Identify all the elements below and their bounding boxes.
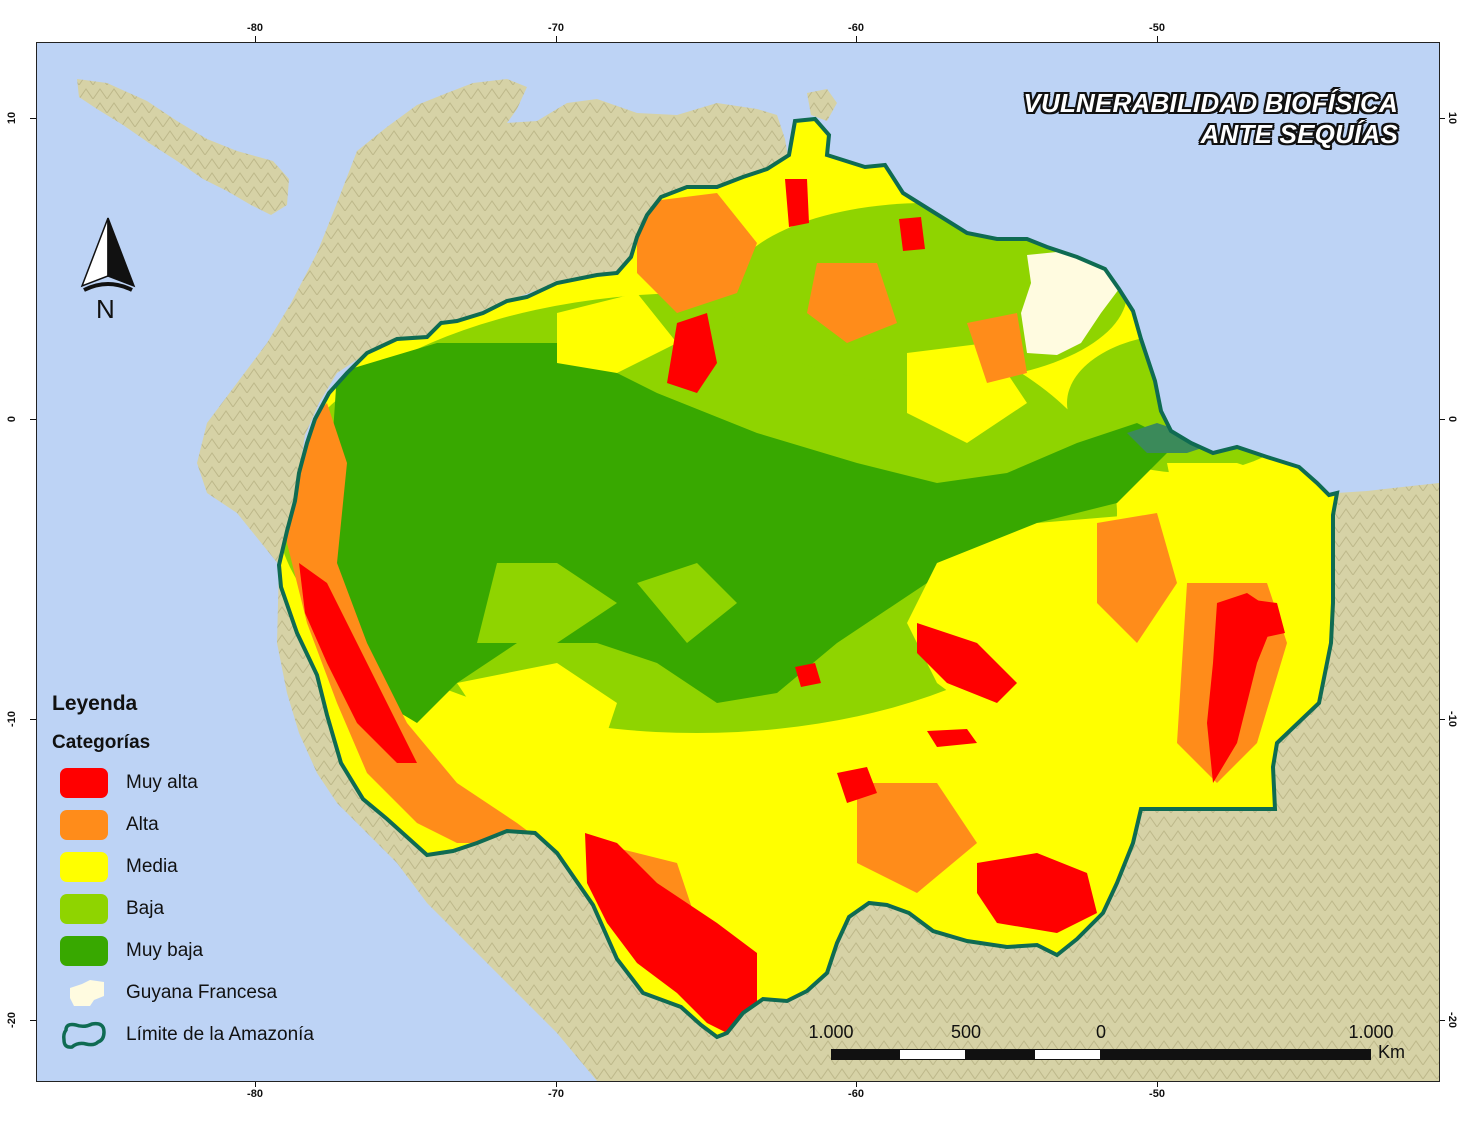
map-frame [36, 42, 1440, 1082]
legend-label: Muy baja [126, 940, 204, 961]
scale-label: 500 [950, 1022, 982, 1042]
right-tick-label: -20 [1446, 1012, 1458, 1028]
map-title-line: ANTE SEQUÍAS [1200, 119, 1398, 149]
top-tick-label: -80 [247, 22, 263, 34]
left-tick-label: -20 [6, 1012, 18, 1028]
legend-label: Media [126, 856, 178, 877]
legend-label: Baja [126, 898, 165, 919]
tick-mark [556, 1081, 557, 1087]
legend-swatch [60, 936, 108, 966]
bottom-tick-label: -60 [848, 1088, 864, 1100]
map-title-line: VULNERABILIDAD BIOFÍSICA [1023, 88, 1398, 118]
left-tick-label: 10 [6, 111, 18, 125]
north-arrow-icon [80, 217, 136, 292]
tick-mark [255, 36, 256, 42]
legend-swatch [60, 894, 108, 924]
scale-label: 1.000 [1348, 1022, 1394, 1042]
legend-item-baja: Baja [52, 888, 382, 930]
top-tick-label: -60 [848, 22, 864, 34]
legend-label: Guyana Francesa [126, 982, 278, 1003]
legend-item-alta: Alta [52, 804, 382, 846]
legend-label: Muy alta [126, 772, 198, 793]
top-tick-label: -50 [1149, 22, 1165, 34]
legend-item-limite: Límite de la Amazonía [52, 1014, 382, 1056]
legend-swatch [60, 768, 108, 798]
tick-mark [1439, 1020, 1445, 1021]
scale-segment [831, 1049, 899, 1060]
legend-title: Leyenda [52, 692, 138, 715]
tick-mark [1439, 118, 1445, 119]
right-tick-label: -10 [1446, 711, 1458, 727]
legend-item-muy-baja: Muy baja [52, 930, 382, 972]
tick-mark [1157, 36, 1158, 42]
bottom-tick-label: -50 [1149, 1088, 1165, 1100]
left-tick-label: -10 [6, 711, 18, 727]
scale-units: Km [1378, 1042, 1405, 1062]
tick-mark [30, 419, 36, 420]
tick-mark [30, 118, 36, 119]
tick-mark [255, 1081, 256, 1087]
tick-mark [856, 36, 857, 42]
bottom-tick-label: -80 [247, 1088, 263, 1100]
legend-swatch [60, 810, 108, 840]
scale-segment [899, 1049, 966, 1060]
land [77, 79, 1439, 1081]
tick-mark [30, 1020, 36, 1021]
top-tick-label: -70 [548, 22, 564, 34]
legend-item-media: Media [52, 846, 382, 888]
tick-mark [856, 1081, 857, 1087]
bottom-tick-label: -70 [548, 1088, 564, 1100]
legend-item-muy-alta: Muy alta [52, 762, 382, 804]
scale-segment [966, 1049, 1034, 1060]
map-canvas [37, 43, 1439, 1081]
scale-label: 0 [1095, 1022, 1107, 1042]
tick-mark [30, 719, 36, 720]
legend-subtitle: Categorías [52, 732, 151, 753]
scale-segment [1101, 1049, 1371, 1060]
map-title: VULNERABILIDAD BIOFÍSICA ANTE SEQUÍAS [1023, 88, 1398, 150]
legend: Leyenda Categorías Muy alta Alta Media B… [52, 692, 382, 1056]
guyana-swatch-icon [70, 980, 104, 1006]
tick-mark [1157, 1081, 1158, 1087]
scale-segment [1034, 1049, 1101, 1060]
tick-mark [1439, 719, 1445, 720]
legend-label: Límite de la Amazonía [126, 1024, 314, 1045]
north-label: N [96, 294, 115, 324]
boundary-swatch-icon [62, 1021, 106, 1049]
scale-label: 1.000 [808, 1022, 854, 1042]
tick-mark [1439, 419, 1445, 420]
left-tick-label: 0 [6, 415, 18, 423]
tick-mark [556, 36, 557, 42]
right-tick-label: 0 [1446, 415, 1458, 423]
scale-bar: 1.000 500 0 1.000 Km [800, 1022, 1440, 1072]
legend-item-guyana-francesa: Guyana Francesa [52, 972, 382, 1014]
legend-swatch [60, 852, 108, 882]
legend-label: Alta [126, 814, 159, 835]
right-tick-label: 10 [1446, 111, 1458, 125]
